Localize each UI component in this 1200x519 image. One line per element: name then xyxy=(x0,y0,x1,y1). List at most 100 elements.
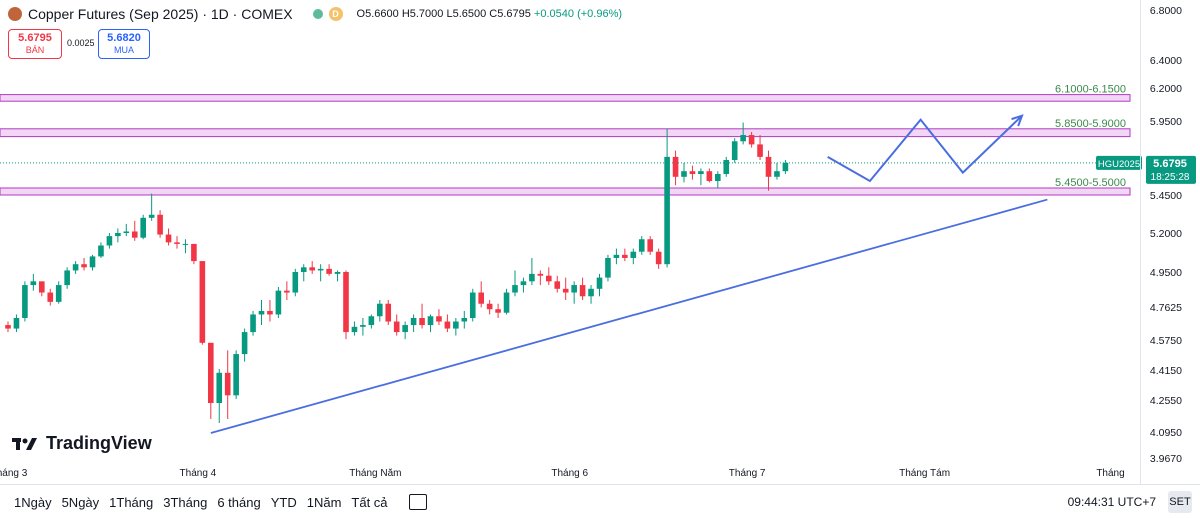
candle[interactable] xyxy=(664,156,670,265)
candle[interactable] xyxy=(275,290,282,315)
timeframe-button[interactable]: 6 tháng xyxy=(217,494,261,510)
candle[interactable] xyxy=(64,270,70,286)
candle[interactable] xyxy=(334,272,341,274)
candle[interactable] xyxy=(672,156,679,177)
candle[interactable] xyxy=(208,342,214,403)
candle[interactable] xyxy=(512,285,518,293)
candle[interactable] xyxy=(343,272,349,333)
candle[interactable] xyxy=(469,292,476,318)
candle[interactable] xyxy=(39,281,45,293)
candle[interactable] xyxy=(461,318,468,322)
session-button[interactable]: SET xyxy=(1168,491,1192,513)
candle[interactable] xyxy=(81,264,87,268)
candle[interactable] xyxy=(765,156,772,177)
candle[interactable] xyxy=(300,267,307,272)
candle[interactable] xyxy=(106,236,113,246)
candle[interactable] xyxy=(537,273,544,276)
last-price-tag[interactable] xyxy=(1146,155,1196,184)
candle[interactable] xyxy=(613,254,620,258)
candle[interactable] xyxy=(123,231,130,233)
candle[interactable] xyxy=(89,256,96,268)
candle[interactable] xyxy=(596,277,603,289)
candle[interactable] xyxy=(630,251,637,258)
candle[interactable] xyxy=(562,288,569,293)
candle[interactable] xyxy=(174,242,180,244)
candle[interactable] xyxy=(233,354,239,396)
candle[interactable] xyxy=(368,316,375,326)
candle[interactable] xyxy=(351,326,358,333)
candle[interactable] xyxy=(326,268,332,274)
candle[interactable] xyxy=(131,231,138,238)
timeframe-button[interactable]: 3Tháng xyxy=(163,494,208,510)
candle[interactable] xyxy=(647,239,653,252)
timeframe-button[interactable]: 5Ngày xyxy=(61,494,100,510)
candle[interactable] xyxy=(436,316,442,322)
candle[interactable] xyxy=(377,303,383,317)
candle[interactable] xyxy=(115,233,121,237)
candle[interactable] xyxy=(520,281,527,286)
timeframe-button[interactable]: 1Ngày xyxy=(14,494,52,510)
candle[interactable] xyxy=(698,171,704,174)
candle[interactable] xyxy=(22,285,28,318)
timeframe-button[interactable]: Tất cả xyxy=(351,494,388,510)
clock[interactable]: 09:44:31 UTC+7 xyxy=(1067,495,1156,509)
candle[interactable] xyxy=(478,292,484,304)
candle[interactable] xyxy=(410,318,417,326)
trendline[interactable] xyxy=(210,198,1048,434)
candle[interactable] xyxy=(13,318,20,329)
candle[interactable] xyxy=(5,325,11,329)
candle[interactable] xyxy=(546,275,552,282)
candle[interactable] xyxy=(30,281,37,286)
candle[interactable] xyxy=(55,285,62,302)
candle[interactable] xyxy=(638,239,645,252)
candle[interactable] xyxy=(360,325,366,327)
sell-button[interactable]: 5.6795 BÁN xyxy=(8,29,62,59)
candle[interactable] xyxy=(258,310,265,315)
candle[interactable] xyxy=(774,171,780,177)
candle[interactable] xyxy=(216,372,223,403)
candle[interactable] xyxy=(224,372,231,396)
timeframe-button[interactable]: 1Tháng xyxy=(109,494,154,510)
timeframe-button[interactable]: YTD xyxy=(270,494,297,510)
candle[interactable] xyxy=(715,174,721,181)
candle[interactable] xyxy=(47,292,54,302)
candle[interactable] xyxy=(579,285,586,297)
candle[interactable] xyxy=(486,303,493,310)
candle[interactable] xyxy=(98,245,104,257)
candle[interactable] xyxy=(241,332,248,355)
candle[interactable] xyxy=(317,268,324,271)
candle[interactable] xyxy=(267,310,273,315)
candle[interactable] xyxy=(199,261,206,343)
candle[interactable] xyxy=(782,162,789,172)
candle[interactable] xyxy=(444,321,451,329)
candle[interactable] xyxy=(748,135,755,145)
candle[interactable] xyxy=(740,135,746,142)
candle[interactable] xyxy=(622,254,628,258)
candle[interactable] xyxy=(427,316,434,326)
candle[interactable] xyxy=(402,325,408,333)
candle[interactable] xyxy=(385,303,392,322)
candle[interactable] xyxy=(706,171,713,181)
candle[interactable] xyxy=(72,264,79,271)
candle[interactable] xyxy=(292,272,299,293)
candle[interactable] xyxy=(419,318,425,326)
tradingview-logo[interactable]: TradingView xyxy=(12,433,152,454)
candle[interactable] xyxy=(393,321,400,333)
candle[interactable] xyxy=(655,251,662,265)
zone-rect[interactable] xyxy=(0,94,1131,102)
candle[interactable] xyxy=(182,243,189,245)
zone-rect[interactable] xyxy=(0,187,1131,196)
symbol-title[interactable]: Copper Futures (Sep 2025) · 1D · COMEX xyxy=(28,6,293,22)
candle[interactable] xyxy=(309,267,315,271)
calendar-icon[interactable] xyxy=(408,494,427,510)
candle[interactable] xyxy=(723,160,730,174)
candle[interactable] xyxy=(681,171,687,177)
candle[interactable] xyxy=(250,314,256,333)
candle[interactable] xyxy=(503,292,510,313)
projection-path[interactable] xyxy=(827,114,1023,183)
timeframe-button[interactable]: 1Năm xyxy=(306,494,342,510)
buy-button[interactable]: 5.6820 MUA xyxy=(98,29,150,59)
candle[interactable] xyxy=(588,288,594,297)
candle[interactable] xyxy=(529,273,535,282)
candle[interactable] xyxy=(284,290,290,293)
